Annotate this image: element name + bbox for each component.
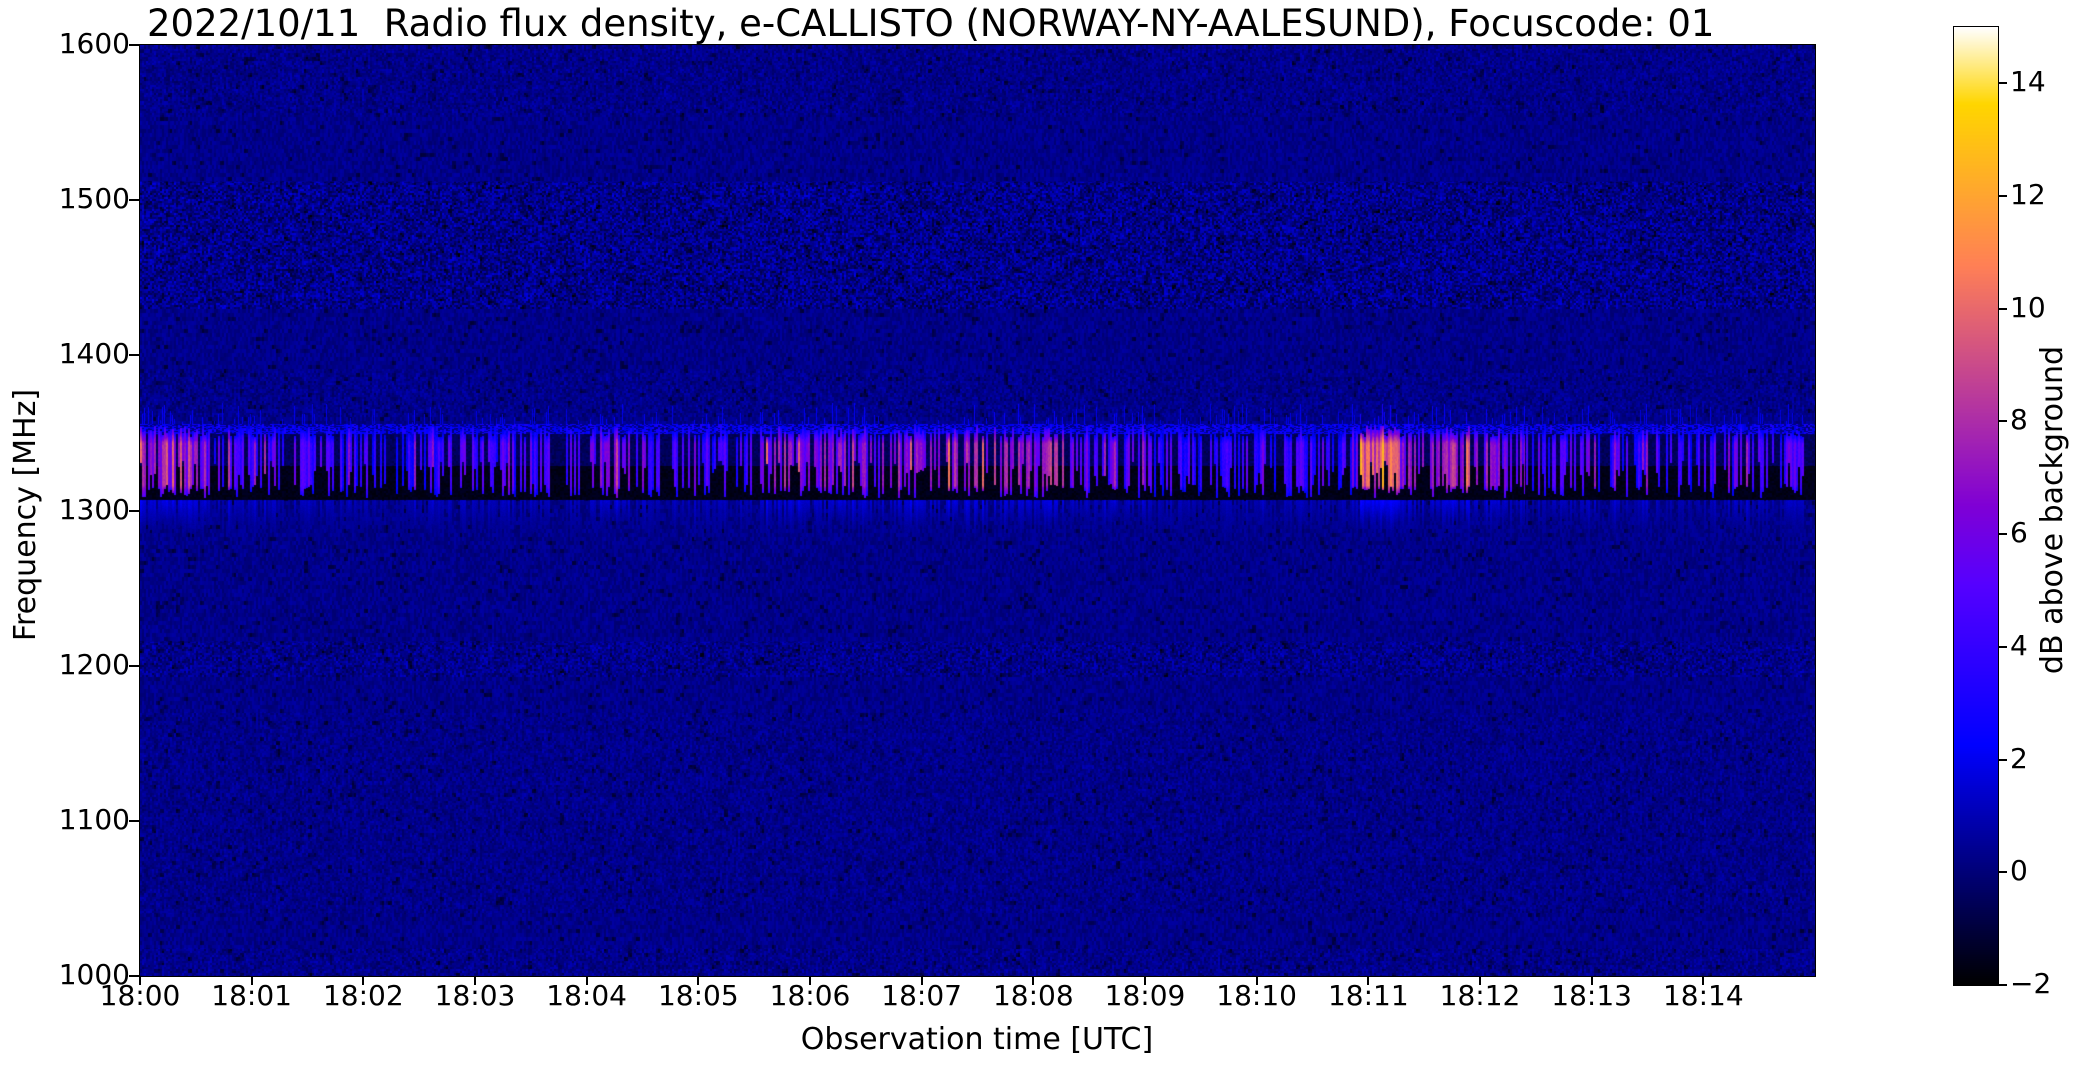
x-tick-mark [809, 976, 811, 985]
colorbar [1953, 26, 1999, 986]
x-tick-mark [362, 976, 365, 985]
y-tick-label: 1500 [58, 182, 130, 216]
x-tick-label: 18:11 [1327, 979, 1409, 1012]
colorbar-tick-label: 10 [2010, 290, 2046, 324]
y-tick-mark [129, 199, 139, 202]
x-tick-label: 18:14 [1662, 979, 1744, 1012]
colorbar-tick-mark [1998, 758, 2007, 761]
x-tick-mark [250, 976, 253, 985]
x-tick-mark [585, 976, 588, 985]
chart-title: 2022/10/11 Radio flux density, e-CALLIST… [147, 2, 1715, 45]
y-tick-label: 1000 [58, 958, 130, 991]
x-tick-mark [1367, 976, 1370, 985]
x-tick-mark [1479, 976, 1481, 985]
y-tick-mark [129, 509, 139, 512]
colorbar-tick-mark [1998, 533, 2007, 536]
colorbar-label: dB above background [2035, 345, 2070, 675]
colorbar-tick-label: 14 [2010, 65, 2046, 99]
x-tick-label: 18:02 [322, 979, 404, 1012]
colorbar-tick-label: 6 [2010, 516, 2028, 550]
x-tick-label: 18:05 [657, 979, 739, 1012]
y-tick-label: 1100 [58, 802, 130, 836]
colorbar-tick-label: −2 [2010, 967, 2052, 1000]
x-tick-label: 18:04 [546, 979, 627, 1012]
x-tick-label: 18:06 [769, 979, 851, 1012]
colorbar-tick-mark [1998, 82, 2007, 85]
y-tick-label: 1400 [58, 337, 130, 371]
y-tick-mark [129, 44, 139, 46]
colorbar-tick-mark [1998, 984, 2007, 986]
x-tick-mark [1032, 976, 1035, 985]
colorbar-tick-mark [1998, 420, 2007, 423]
y-tick-mark [129, 354, 139, 357]
x-tick-label: 18:01 [211, 979, 292, 1012]
x-tick-label: 18:13 [1551, 979, 1632, 1012]
colorbar-canvas [1954, 27, 1998, 985]
x-tick-mark [474, 976, 476, 985]
x-tick-mark [1702, 976, 1705, 985]
x-tick-label: 18:07 [881, 979, 962, 1012]
colorbar-tick-mark [1998, 195, 2007, 198]
x-tick-label: 18:09 [1104, 979, 1186, 1012]
colorbar-tick-label: 2 [2010, 741, 2028, 775]
y-tick-mark [129, 975, 139, 977]
colorbar-tick-mark [1998, 307, 2007, 310]
x-tick-label: 18:10 [1216, 979, 1297, 1012]
spectrogram-canvas [140, 45, 1815, 976]
x-tick-mark [1144, 976, 1146, 985]
colorbar-tick-label: 12 [2010, 178, 2046, 212]
colorbar-tick-label: 8 [2010, 403, 2028, 437]
colorbar-tick-label: 4 [2010, 628, 2028, 662]
x-tick-mark [1255, 976, 1258, 985]
x-tick-mark [697, 976, 700, 985]
x-tick-label: 18:03 [434, 979, 516, 1012]
colorbar-tick-label: 0 [2010, 854, 2028, 888]
x-axis-label: Observation time [UTC] [800, 1022, 1154, 1057]
y-tick-mark [129, 664, 139, 667]
x-tick-label: 18:12 [1439, 979, 1521, 1012]
x-tick-mark [1590, 976, 1593, 985]
colorbar-tick-mark [1998, 645, 2007, 648]
y-tick-label: 1300 [58, 492, 130, 526]
colorbar-tick-mark [1998, 871, 2007, 874]
y-tick-label: 1200 [58, 647, 130, 681]
y-tick-label: 1600 [58, 27, 130, 60]
x-tick-mark [920, 976, 923, 985]
x-tick-label: 18:08 [992, 979, 1074, 1012]
x-tick-mark [139, 976, 141, 985]
x-tick-label: 18:00 [99, 979, 181, 1012]
plot-area [139, 44, 1816, 977]
y-tick-mark [129, 819, 139, 822]
